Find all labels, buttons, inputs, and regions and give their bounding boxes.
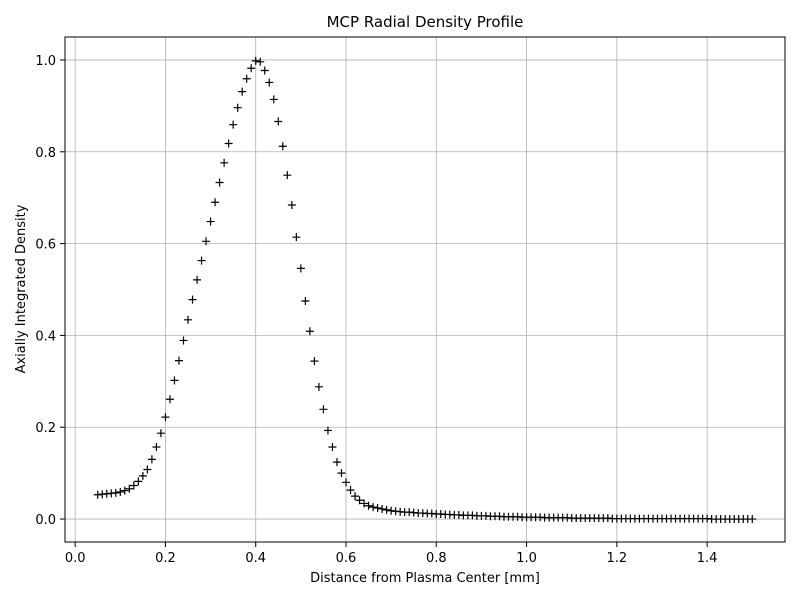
data-point: [292, 233, 301, 242]
data-point: [120, 486, 129, 495]
data-point: [233, 103, 242, 112]
data-point: [206, 217, 215, 226]
x-tick-label: 1.0: [516, 551, 537, 566]
data-point: [197, 256, 206, 265]
data-point: [748, 515, 757, 524]
x-tick-label: 0.0: [65, 551, 86, 566]
y-axis-label: Axially Integrated Density: [14, 204, 29, 373]
data-point: [360, 499, 369, 508]
y-axis: 0.0 0.2 0.4 0.6 0.8 1.0: [35, 54, 65, 528]
data-point: [369, 503, 378, 512]
data-point: [283, 171, 292, 180]
data-point: [337, 469, 346, 478]
x-tick-label: 0.4: [245, 551, 266, 566]
data-point: [247, 64, 256, 73]
data-point: [184, 315, 193, 324]
x-tick-label: 0.8: [426, 551, 447, 566]
data-point: [296, 264, 305, 273]
data-point: [143, 465, 152, 474]
data-point: [238, 87, 247, 96]
data-point: [351, 492, 360, 501]
x-tick-label: 0.6: [336, 551, 357, 566]
y-tick-label: 0.0: [35, 513, 56, 528]
data-point: [193, 275, 202, 284]
y-tick-label: 0.2: [35, 421, 56, 436]
data-point: [305, 327, 314, 336]
data-point: [355, 496, 364, 505]
data-point: [378, 504, 387, 513]
data-point: [364, 501, 373, 510]
data-point: [260, 66, 269, 75]
data-points: [93, 56, 757, 524]
data-point: [310, 357, 319, 366]
data-point: [274, 117, 283, 126]
data-point: [314, 382, 323, 391]
data-point: [129, 481, 138, 490]
plot-frame: [64, 36, 786, 543]
data-point: [229, 120, 238, 129]
chart-title: MCP Radial Density Profile: [327, 13, 524, 31]
data-point: [323, 426, 332, 435]
data-point: [161, 413, 170, 422]
grid: [65, 37, 785, 542]
data-point: [147, 455, 156, 464]
data-point: [220, 158, 229, 167]
data-point: [138, 471, 147, 480]
data-point: [116, 487, 125, 496]
y-tick-label: 0.8: [35, 146, 56, 161]
data-point: [301, 296, 310, 305]
y-tick-label: 0.4: [35, 329, 56, 344]
x-tick-label: 1.2: [607, 551, 628, 566]
data-point: [319, 405, 328, 414]
data-point: [373, 504, 382, 513]
data-point: [156, 429, 165, 438]
data-point: [170, 376, 179, 385]
data-point: [134, 477, 143, 486]
data-point: [188, 295, 197, 304]
data-point: [224, 139, 233, 148]
data-point: [287, 201, 296, 210]
data-point: [346, 486, 355, 495]
data-point: [211, 198, 220, 207]
data-point: [269, 95, 278, 104]
data-point: [256, 57, 265, 66]
data-point: [202, 237, 211, 246]
x-tick-label: 0.2: [155, 551, 176, 566]
data-point: [125, 484, 134, 493]
data-point: [328, 442, 337, 451]
data-point: [265, 78, 274, 87]
y-tick-label: 1.0: [35, 54, 56, 69]
x-axis: 0.0 0.2 0.4 0.6 0.8 1.0 1.2 1.4: [65, 542, 718, 566]
data-point: [242, 74, 251, 83]
x-tick-label: 1.4: [697, 551, 718, 566]
data-point: [179, 336, 188, 345]
data-point: [251, 56, 260, 65]
data-point: [111, 488, 120, 497]
data-point: [342, 478, 351, 487]
data-point: [215, 178, 224, 187]
data-point: [174, 356, 183, 365]
data-point: [165, 395, 174, 404]
data-point: [152, 442, 161, 451]
data-point: [278, 142, 287, 151]
data-point: [382, 505, 391, 514]
data-point: [332, 458, 341, 467]
x-axis-label: Distance from Plasma Center [mm]: [310, 571, 540, 586]
y-tick-label: 0.6: [35, 238, 56, 253]
